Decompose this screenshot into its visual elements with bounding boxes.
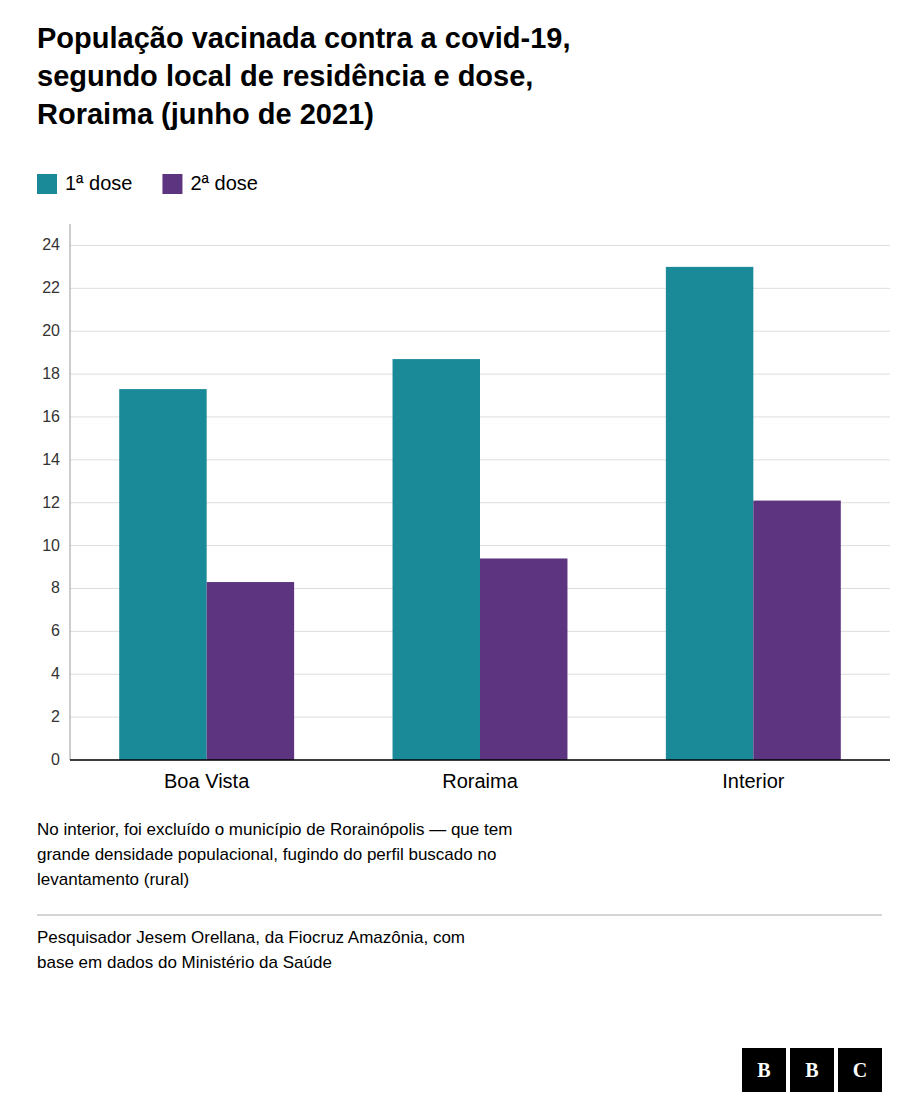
y-tick-label: 0 bbox=[51, 751, 60, 768]
legend: 1ª dose 2ª dose bbox=[37, 172, 258, 194]
text-line: grande densidade populacional, fugindo d… bbox=[37, 845, 496, 864]
logo-letter: C bbox=[853, 1059, 867, 1081]
legend-label: 1ª dose bbox=[65, 172, 132, 194]
legend-swatch bbox=[37, 174, 57, 194]
legend-label: 2ª dose bbox=[190, 172, 257, 194]
y-tick-label: 16 bbox=[42, 408, 60, 425]
y-axis: 024681012141618202224 bbox=[42, 224, 890, 768]
bar bbox=[666, 267, 753, 760]
text-line: base em dados do Ministério da Saúde bbox=[37, 953, 332, 972]
x-tick-label: Interior bbox=[722, 770, 785, 792]
bar bbox=[753, 501, 840, 760]
divider bbox=[37, 915, 882, 916]
logo-letter: B bbox=[805, 1059, 818, 1081]
logo-box bbox=[790, 1048, 834, 1092]
logo-box bbox=[742, 1048, 786, 1092]
x-tick-label: Boa Vista bbox=[164, 770, 250, 792]
text-line: População vacinada contra a covid-19, bbox=[37, 22, 570, 54]
background bbox=[0, 0, 919, 1112]
logo-letter: B bbox=[757, 1059, 770, 1081]
grid-line bbox=[70, 245, 890, 246]
bars bbox=[119, 267, 841, 760]
logo-box bbox=[838, 1048, 882, 1092]
chart-container: População vacinada contra a covid-19, seg… bbox=[0, 0, 919, 1112]
bar bbox=[119, 389, 206, 760]
y-tick-label: 8 bbox=[51, 579, 60, 596]
grid-line bbox=[70, 288, 890, 289]
y-tick-label: 18 bbox=[42, 365, 60, 382]
y-axis-line bbox=[70, 224, 71, 760]
title: População vacinada contra a covid-19, seg… bbox=[37, 22, 570, 130]
text-line: segundo local de residência e dose, bbox=[37, 60, 533, 92]
y-tick-label: 4 bbox=[51, 665, 60, 682]
bar bbox=[207, 582, 294, 760]
y-tick-label: 2 bbox=[51, 708, 60, 725]
source-note: Pesquisador Jesem Orellana, da Fiocruz A… bbox=[37, 928, 465, 972]
y-tick-label: 12 bbox=[42, 494, 60, 511]
grid-line bbox=[70, 760, 890, 761]
grid-line bbox=[70, 331, 890, 332]
legend-swatch bbox=[162, 174, 182, 194]
y-tick-label: 24 bbox=[42, 236, 60, 253]
x-axis-line bbox=[70, 759, 890, 761]
footnote: No interior, foi excluído o município de… bbox=[37, 820, 512, 889]
text-line: Pesquisador Jesem Orellana, da Fiocruz A… bbox=[37, 928, 465, 947]
bar bbox=[480, 558, 567, 760]
bar bbox=[393, 359, 480, 760]
y-tick-label: 20 bbox=[42, 322, 60, 339]
text-line: Roraima (junho de 2021) bbox=[37, 98, 374, 130]
logo: BBC bbox=[742, 1048, 882, 1092]
y-tick-label: 14 bbox=[42, 451, 60, 468]
chart-svg: População vacinada contra a covid-19, seg… bbox=[0, 0, 919, 1112]
x-tick-label: Roraima bbox=[442, 770, 518, 792]
x-axis: Boa Vista Roraima Interior bbox=[70, 760, 890, 792]
text-line: No interior, foi excluído o município de… bbox=[37, 820, 512, 839]
y-tick-label: 10 bbox=[42, 537, 60, 554]
text-line: levantamento (rural) bbox=[37, 870, 189, 889]
y-tick-label: 6 bbox=[51, 622, 60, 639]
y-tick-label: 22 bbox=[42, 279, 60, 296]
